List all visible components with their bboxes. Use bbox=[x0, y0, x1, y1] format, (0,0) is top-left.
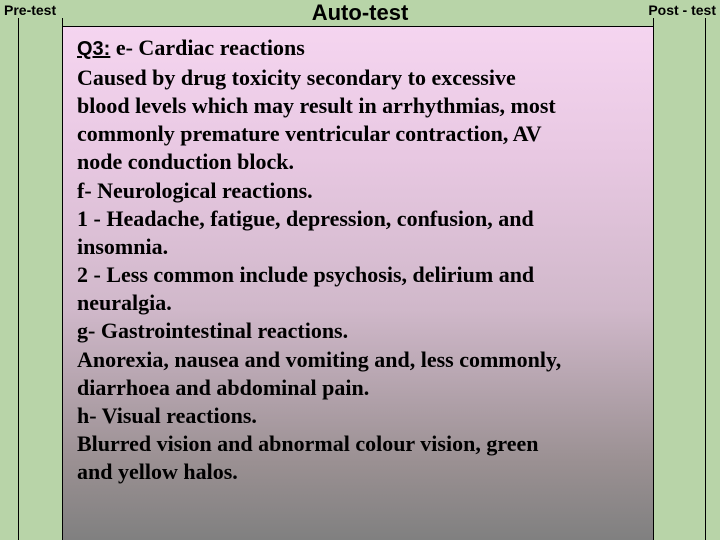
text-line: Blurred vision and abnormal colour visio… bbox=[77, 430, 639, 458]
text-line: Anorexia, nausea and vomiting and, less … bbox=[77, 346, 639, 374]
text-line: insomnia. bbox=[77, 233, 639, 261]
text-line: and yellow halos. bbox=[77, 458, 639, 486]
vertical-line bbox=[18, 18, 19, 540]
body-text: Caused by drug toxicity secondary to exc… bbox=[77, 64, 639, 486]
q3-first-item: e- Cardiac reactions bbox=[110, 35, 305, 60]
text-line: commonly premature ventricular contracti… bbox=[77, 120, 639, 148]
text-line: g- Gastrointestinal reactions. bbox=[77, 317, 639, 345]
post-test-label: Post - test bbox=[644, 0, 720, 20]
text-line: blood levels which may result in arrhyth… bbox=[77, 92, 639, 120]
text-line: f- Neurological reactions. bbox=[77, 177, 639, 205]
slide-container: Pre-test Post - test Auto-test Q3: e- Ca… bbox=[0, 0, 720, 540]
auto-test-title: Auto-test bbox=[312, 0, 409, 26]
text-line: diarrhoea and abdominal pain. bbox=[77, 374, 639, 402]
q3-label: Q3: bbox=[77, 38, 110, 60]
text-line: 2 - Less common include psychosis, delir… bbox=[77, 261, 639, 289]
vertical-line bbox=[705, 18, 706, 540]
text-line: node conduction block. bbox=[77, 148, 639, 176]
vertical-line bbox=[653, 18, 654, 540]
text-line: h- Visual reactions. bbox=[77, 402, 639, 430]
pre-test-label: Pre-test bbox=[0, 0, 60, 20]
text-line: Caused by drug toxicity secondary to exc… bbox=[77, 64, 639, 92]
text-line: 1 - Headache, fatigue, depression, confu… bbox=[77, 205, 639, 233]
text-line: neuralgia. bbox=[77, 289, 639, 317]
content-box: Q3: e- Cardiac reactions Caused by drug … bbox=[63, 27, 653, 540]
question-line: Q3: e- Cardiac reactions bbox=[77, 35, 639, 61]
